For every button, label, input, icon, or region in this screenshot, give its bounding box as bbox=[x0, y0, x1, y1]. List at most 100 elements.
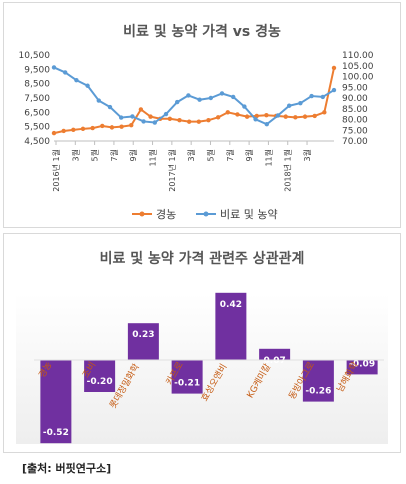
data-point bbox=[283, 114, 288, 119]
data-point bbox=[130, 114, 135, 119]
data-point bbox=[63, 70, 68, 75]
data-point bbox=[253, 117, 258, 122]
data-point bbox=[219, 91, 225, 96]
data-label: -0.20 bbox=[87, 377, 113, 387]
data-point bbox=[85, 83, 90, 88]
data-point bbox=[138, 107, 144, 112]
bar bbox=[302, 360, 334, 402]
x-tick-label: 11월 bbox=[148, 149, 158, 167]
y-right-tick-label: 70.00 bbox=[342, 137, 368, 147]
series-line-gyeongnong bbox=[53, 67, 335, 135]
x-tick-label: 5월 bbox=[90, 149, 100, 161]
data-point bbox=[322, 110, 327, 115]
data-point bbox=[244, 114, 250, 119]
x-tick-label: 2018년 1월 bbox=[283, 149, 293, 192]
data-point bbox=[225, 110, 230, 115]
source-note: [출처: 버핏연구소] bbox=[22, 462, 112, 475]
data-point bbox=[312, 113, 317, 119]
data-point bbox=[152, 120, 157, 125]
data-point bbox=[293, 115, 298, 120]
data-point bbox=[51, 65, 57, 70]
bar bbox=[84, 360, 116, 392]
data-point bbox=[197, 97, 202, 102]
data-label: 0.23 bbox=[132, 330, 154, 340]
y-right-tick-label: 105.00 bbox=[342, 62, 374, 72]
data-point bbox=[264, 113, 269, 118]
data-point bbox=[51, 130, 57, 136]
data-point bbox=[264, 122, 269, 127]
y-left-tick-label: 9,500 bbox=[24, 65, 50, 75]
series-line-fertilizer-pesticide bbox=[53, 66, 335, 126]
data-point bbox=[175, 99, 180, 105]
y-left-tick-label: 8,500 bbox=[24, 80, 50, 90]
data-point bbox=[119, 115, 124, 120]
data-point bbox=[208, 95, 213, 101]
data-point bbox=[148, 114, 153, 119]
data-point bbox=[196, 119, 202, 124]
y-right-tick-label: 95.00 bbox=[342, 83, 368, 93]
data-point bbox=[163, 111, 169, 117]
x-tick-label: 9월 bbox=[128, 149, 138, 161]
data-label: 0.42 bbox=[220, 300, 242, 310]
x-tick-label: 9월 bbox=[244, 149, 254, 161]
legend-marker bbox=[203, 211, 209, 217]
line-chart: 4,500 5,500 6,500 7,500 8,500 9,500 10,500 70.0… bbox=[19, 51, 374, 221]
x-tick-label: 7월 bbox=[225, 149, 235, 161]
y-right-tick-label: 85.00 bbox=[342, 105, 368, 115]
bar-chart-panel: 비료 및 농약 가격 관련주 상관관계 -0.52 경농 -0.20 조비 0.23 롯데… bbox=[3, 233, 401, 453]
legend-label: 경농 bbox=[156, 208, 176, 221]
x-tick-label: 2017년 1월 bbox=[167, 149, 177, 192]
bar bbox=[40, 360, 72, 444]
line-chart-title: 비료 및 농약 가격 vs 경농 bbox=[123, 24, 281, 40]
y-left-tick-label: 4,500 bbox=[24, 137, 50, 147]
data-point bbox=[309, 93, 314, 99]
x-tick-label: 3월 bbox=[70, 149, 80, 161]
bar-chart-title: 비료 및 농약 가격 관련주 상관관계 bbox=[99, 251, 305, 267]
data-point bbox=[331, 65, 337, 71]
data-point bbox=[206, 118, 211, 123]
x-tick-label: 7월 bbox=[109, 149, 119, 161]
y-left-tick-label: 6,500 bbox=[24, 108, 50, 118]
data-point bbox=[100, 123, 105, 129]
y-right-tick-label: 75.00 bbox=[342, 126, 368, 136]
x-tick-label: 2016년 1월 bbox=[51, 149, 61, 192]
data-point bbox=[61, 128, 66, 134]
x-tick-label: 11월 bbox=[263, 149, 273, 167]
data-point bbox=[331, 87, 337, 93]
data-point bbox=[298, 100, 303, 106]
data-point bbox=[231, 94, 236, 100]
legend-label: 비료 및 농약 bbox=[220, 207, 278, 221]
y-left-tick-label: 7,500 bbox=[24, 94, 50, 104]
x-tick-label: 3월 bbox=[186, 149, 196, 161]
data-point bbox=[107, 104, 113, 110]
y-right-tick-label: 80.00 bbox=[342, 116, 368, 126]
data-point bbox=[141, 119, 146, 124]
y-right-tick-label: 100.00 bbox=[342, 73, 374, 83]
data-label: -0.26 bbox=[305, 387, 331, 397]
bar bbox=[346, 360, 378, 375]
data-point bbox=[242, 104, 247, 109]
data-label: -0.09 bbox=[349, 359, 375, 369]
data-point bbox=[129, 123, 134, 128]
x-tick-label: 5월 bbox=[205, 149, 215, 161]
data-point bbox=[90, 125, 95, 131]
data-point bbox=[177, 118, 182, 123]
data-point bbox=[119, 124, 124, 129]
bar bbox=[215, 292, 247, 360]
data-point bbox=[186, 93, 191, 98]
data-point bbox=[167, 116, 173, 121]
data-point bbox=[320, 94, 325, 100]
x-tick-label: 3월 bbox=[302, 149, 312, 161]
y-left-tick-label: 10,500 bbox=[19, 51, 51, 61]
data-label: 0.07 bbox=[264, 356, 286, 366]
data-point bbox=[254, 113, 259, 119]
bar bbox=[259, 348, 291, 360]
y-right-tick-label: 110.00 bbox=[342, 51, 374, 61]
bar bbox=[171, 360, 203, 394]
data-point bbox=[74, 77, 79, 83]
data-point bbox=[109, 125, 115, 130]
data-point bbox=[287, 103, 292, 108]
data-point bbox=[96, 98, 102, 103]
data-point bbox=[302, 114, 308, 119]
